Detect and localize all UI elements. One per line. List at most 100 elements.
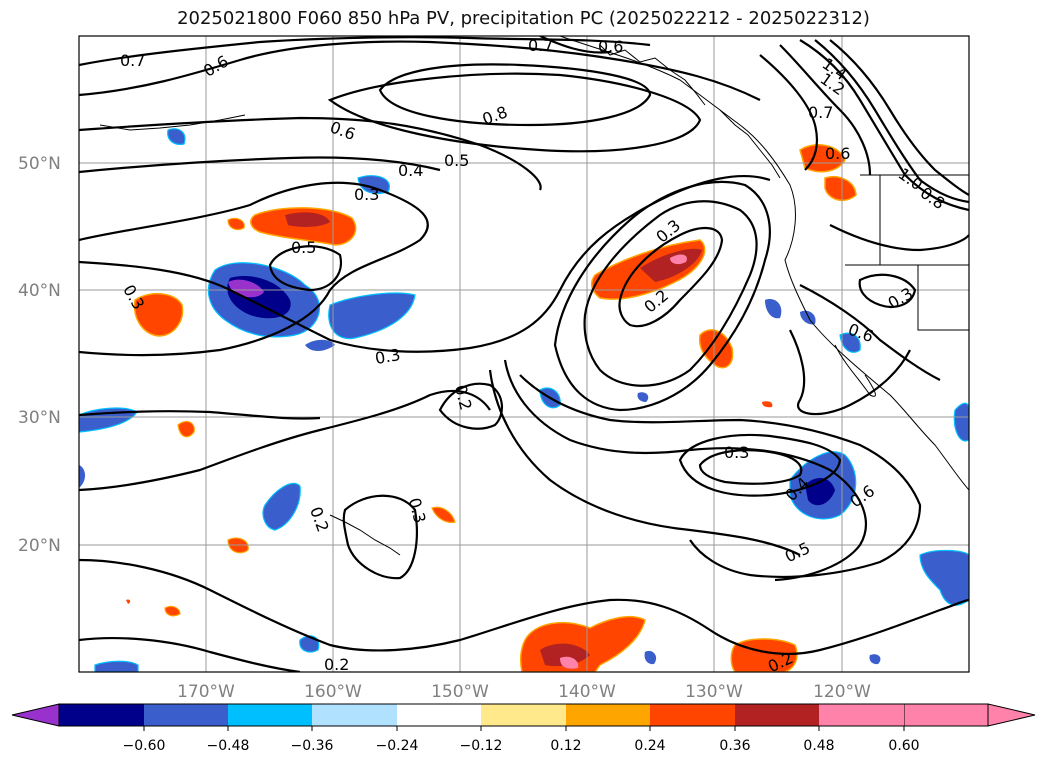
precip-blob-positive — [227, 217, 245, 231]
precip-blob-negative — [167, 128, 186, 145]
colorbar-segment — [228, 704, 312, 726]
colorbar-tick-label: 0.24 — [634, 738, 665, 754]
lon-label-130w: 130°W — [685, 682, 743, 702]
colorbar-ticks — [143, 726, 905, 731]
contour-line — [829, 39, 969, 196]
contour-line — [79, 40, 761, 101]
precip-blob-negative — [644, 650, 657, 665]
contour-line — [698, 449, 803, 485]
precip-blob-negative — [765, 299, 782, 319]
contour-line — [79, 558, 969, 656]
contour-line — [503, 359, 867, 582]
colorbar-tick-label: −0.24 — [376, 738, 419, 754]
precip-blob-negative — [94, 660, 139, 672]
colorbar-tick-labels: −0.60 −0.48 −0.36 −0.24 −0.12 0.12 0.24 … — [123, 738, 920, 754]
precip-blob-negative — [79, 465, 86, 488]
contour-line — [779, 44, 872, 176]
colorbar-outline — [58, 703, 989, 727]
colorbar: −0.60 −0.48 −0.36 −0.24 −0.12 0.12 0.24 … — [11, 703, 1036, 754]
precip-blob-strong — [540, 643, 590, 667]
lon-label-170w: 170°W — [177, 682, 235, 702]
precip-blob-positive — [133, 293, 184, 337]
precip-blob-negative — [869, 654, 881, 665]
hawaii-islands — [329, 514, 401, 556]
contour-line — [789, 329, 911, 416]
precip-blob-positive — [762, 401, 773, 408]
colorbar-segment — [735, 704, 819, 726]
contour-line — [519, 374, 922, 579]
contour-line — [618, 227, 724, 328]
contour-line — [799, 39, 969, 212]
contour-line — [759, 54, 819, 171]
contour-line — [79, 156, 441, 174]
map-frame — [78, 35, 970, 673]
baja-coast — [834, 344, 876, 397]
colorbar-tick-label: 0.36 — [719, 738, 750, 754]
contour-label: 0.2 — [324, 655, 349, 674]
precip-blob-negative — [637, 392, 649, 402]
colorbar-extend-high — [903, 703, 1036, 727]
colorbar-segment — [59, 704, 144, 726]
contour-label: 0.6 — [825, 144, 850, 163]
contour-line — [327, 72, 702, 153]
contour-label: 0.7 — [528, 36, 553, 55]
lat-label-50n: 50°N — [18, 154, 61, 174]
contour-line — [814, 39, 969, 204]
contour-label: 0.5 — [291, 238, 316, 257]
lon-label-120w: 120°W — [813, 682, 871, 702]
lon-label-140w: 140°W — [558, 682, 616, 702]
contour-line — [488, 369, 801, 556]
precip-blob-strong — [285, 212, 330, 227]
lon-axis: 170°W 160°W 150°W 140°W 130°W 120°W — [177, 682, 871, 702]
colorbar-segment — [481, 704, 566, 726]
colorbar-tick-label: −0.48 — [207, 738, 250, 754]
contour-line — [799, 284, 941, 381]
precip-blob-positive — [126, 599, 131, 604]
precip-fill-layer — [79, 128, 969, 672]
contour-line — [268, 245, 343, 292]
contour-line — [79, 116, 542, 191]
contour-label: 0.3 — [354, 185, 379, 204]
colorbar-tick-label: −0.36 — [291, 738, 334, 754]
precip-blob-negative — [839, 332, 861, 353]
precip-blob-negative — [262, 482, 301, 531]
precip-blob-positive — [698, 329, 734, 369]
colorbar-tick-label: −0.12 — [460, 738, 503, 754]
map-background — [79, 36, 969, 672]
contour-label: 0.6 — [598, 37, 623, 56]
us-state-line-3 — [917, 265, 969, 331]
contour-line — [829, 224, 969, 252]
colorbar-segment — [312, 704, 397, 726]
lat-label-40n: 40°N — [18, 281, 61, 301]
contour-line — [79, 410, 321, 420]
map-title: 2025021800 F060 850 hPa PV, precipitatio… — [177, 8, 870, 29]
precip-blob-negative — [800, 310, 816, 325]
lat-label-20n: 20°N — [18, 536, 61, 556]
contour-label: 0.7 — [808, 103, 833, 122]
lon-label-160w: 160°W — [304, 682, 362, 702]
lat-axis: 50°N 40°N 30°N 20°N — [18, 154, 61, 556]
contour-label: 0.4 — [398, 161, 423, 180]
colorbar-segment — [650, 704, 735, 726]
pv-contours — [79, 36, 969, 672]
precip-blob-negative — [328, 292, 416, 340]
colorbar-segment — [397, 704, 481, 726]
contour-label: 0.5 — [444, 151, 469, 170]
lon-label-150w: 150°W — [431, 682, 489, 702]
contour-line — [342, 494, 418, 580]
colorbar-tick-label: 0.60 — [888, 738, 919, 754]
contour-line — [553, 180, 771, 412]
precip-blob-positive — [824, 176, 857, 202]
contour-line — [79, 390, 491, 492]
colorbar-tick-label: −0.60 — [123, 738, 166, 754]
lat-label-30n: 30°N — [18, 408, 61, 428]
colorbar-extend-low — [11, 703, 60, 727]
precip-blob-max — [560, 656, 579, 669]
alaska-islands — [599, 44, 706, 106]
graticule — [79, 36, 969, 672]
contour-line — [858, 273, 917, 308]
contour-label: 0.7 — [120, 51, 145, 70]
contour-line — [79, 181, 429, 357]
colorbar-tick-label: 0.12 — [550, 738, 581, 754]
